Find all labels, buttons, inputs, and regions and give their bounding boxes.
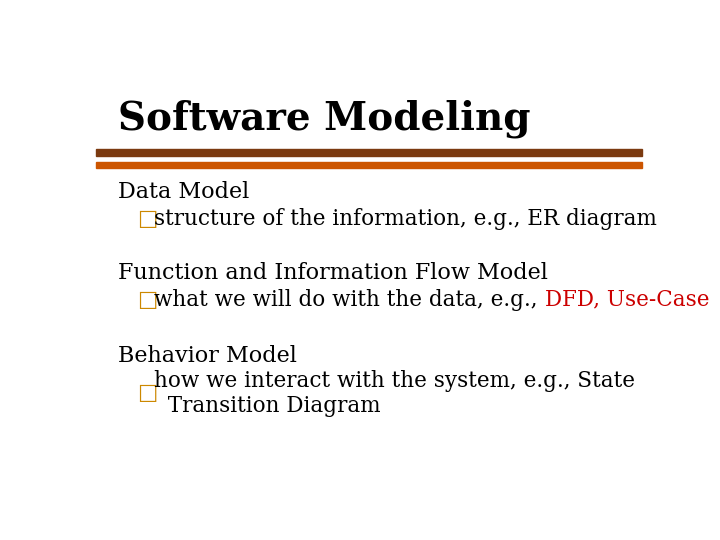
Text: Data Model: Data Model: [118, 180, 249, 202]
Text: □: □: [138, 208, 158, 230]
Text: Behavior Model: Behavior Model: [118, 345, 297, 367]
Bar: [96, 149, 642, 156]
Text: □: □: [138, 289, 158, 310]
Text: □: □: [138, 382, 158, 404]
FancyBboxPatch shape: [79, 57, 660, 489]
Text: Software Modeling: Software Modeling: [118, 99, 531, 138]
Text: what we will do with the data, e.g.,: what we will do with the data, e.g.,: [154, 289, 544, 310]
Text: Function and Information Flow Model: Function and Information Flow Model: [118, 262, 548, 284]
Text: how we interact with the system, e.g., State
  Transition Diagram: how we interact with the system, e.g., S…: [154, 369, 635, 417]
Text: DFD, Use-Case: DFD, Use-Case: [544, 289, 709, 310]
Bar: [96, 161, 642, 167]
Text: structure of the information, e.g., ER diagram: structure of the information, e.g., ER d…: [154, 208, 657, 230]
